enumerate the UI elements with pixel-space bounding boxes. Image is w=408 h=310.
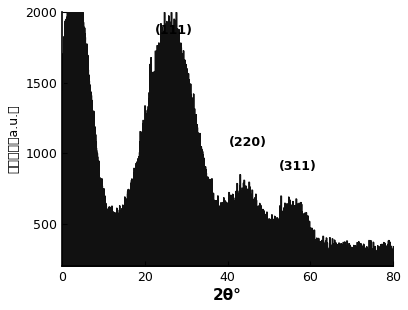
Text: (220): (220) bbox=[229, 136, 267, 149]
X-axis label: 2θ°: 2θ° bbox=[213, 288, 242, 303]
Text: (111): (111) bbox=[155, 24, 193, 37]
Text: (311): (311) bbox=[279, 160, 317, 173]
Y-axis label: 荧光强度（a.u.）: 荧光强度（a.u.） bbox=[7, 105, 20, 173]
